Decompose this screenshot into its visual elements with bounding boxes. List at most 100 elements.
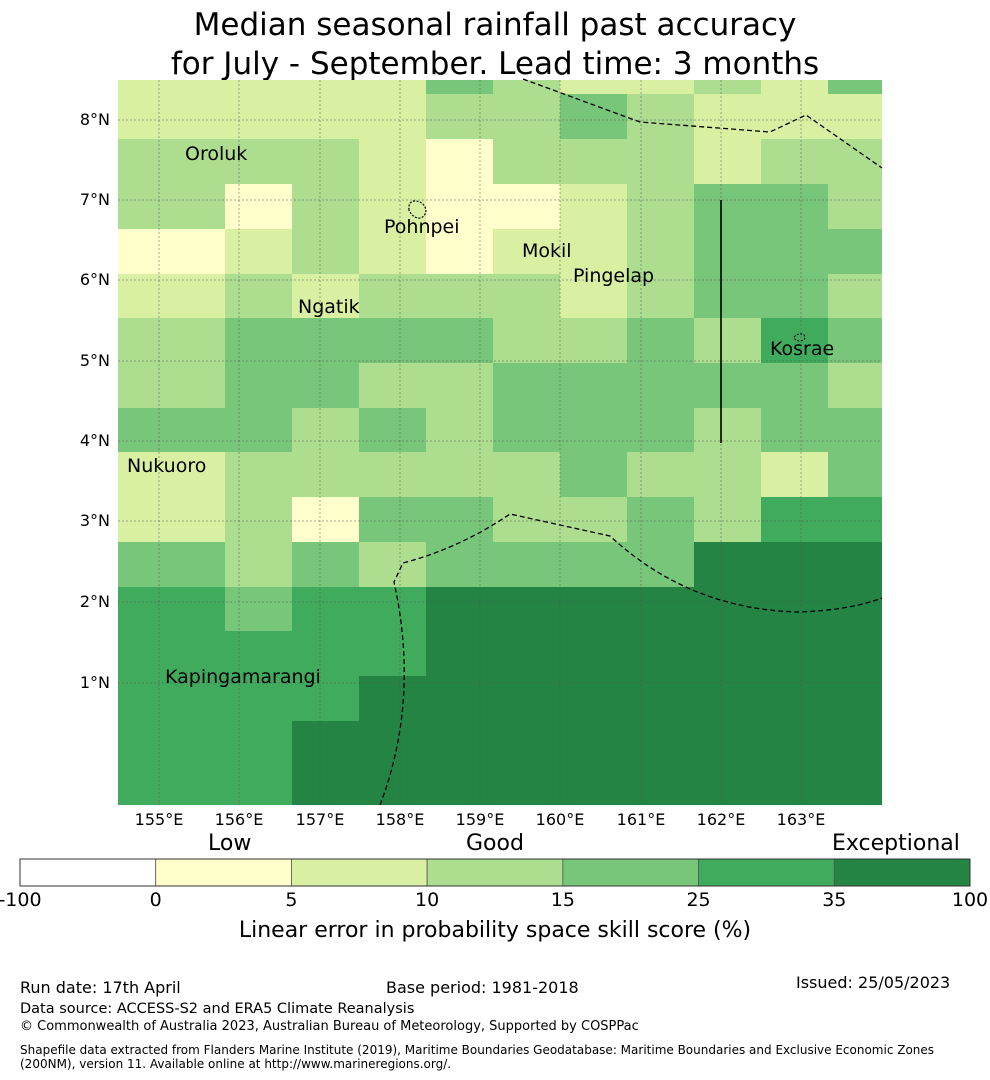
skill-cell: [118, 184, 158, 229]
skill-cell: [158, 766, 225, 805]
colorbar-segment: [698, 858, 835, 887]
title-line-2: for July - September. Lead time: 3 month…: [170, 46, 820, 82]
skill-cell: [627, 587, 694, 631]
lat-tick-label: 6°N: [79, 270, 110, 289]
skill-cell: [627, 184, 694, 229]
skill-cell: [359, 452, 426, 497]
skill-cell: [118, 274, 158, 318]
colorbar-segment: [426, 858, 564, 887]
skill-cell: [292, 274, 359, 318]
skill-cell: [118, 408, 158, 452]
skill-cell: [359, 139, 426, 184]
skill-cell: [359, 94, 426, 139]
skill-cell: [225, 542, 292, 587]
skill-cell: [158, 318, 225, 363]
skill-cell: [493, 80, 560, 94]
skill-cell: [158, 229, 225, 274]
colorbar-segment: [562, 858, 699, 887]
run-date: Run date: 17th April: [20, 978, 181, 997]
skill-cell: [292, 80, 359, 94]
skill-cell: [292, 139, 359, 184]
skill-cell: [225, 587, 292, 631]
lon-tick-label: 158°E: [375, 810, 425, 829]
skill-cell: [761, 229, 828, 274]
skill-cell: [627, 229, 694, 274]
skill-cell: [292, 766, 359, 805]
skill-cell: [828, 80, 882, 94]
skill-cell: [158, 274, 225, 318]
skill-cell: [158, 408, 225, 452]
skill-cell: [560, 676, 627, 721]
skill-cell: [761, 139, 828, 184]
skill-cell: [694, 587, 761, 631]
data-source: Data source: ACCESS-S2 and ERA5 Climate …: [20, 1001, 415, 1017]
skill-cell: [426, 229, 493, 274]
skill-cell: [359, 318, 426, 363]
base-period: Base period: 1981-2018: [386, 978, 579, 997]
skill-cell: [158, 139, 225, 184]
skill-cell: [761, 587, 828, 631]
skill-cell: [225, 408, 292, 452]
place-label: Pohnpei: [384, 216, 460, 238]
skill-cell: [560, 94, 627, 139]
skill-cell: [225, 766, 292, 805]
skill-cell: [118, 139, 158, 184]
skill-cell: [694, 631, 761, 676]
skill-cell: [493, 94, 560, 139]
skill-cell: [560, 631, 627, 676]
skill-cell: [493, 542, 560, 587]
skill-cell: [627, 497, 694, 542]
skill-cell: [292, 408, 359, 452]
skill-cell: [761, 542, 828, 587]
skill-cell: [560, 184, 627, 229]
colorbar-tick-label: 0: [149, 889, 162, 911]
skill-cell: [359, 184, 426, 229]
skill-cell: [426, 184, 493, 229]
skill-cell: [828, 94, 882, 139]
colorbar-title: Linear error in probability space skill …: [238, 918, 752, 943]
skill-cell: [225, 229, 292, 274]
lon-tick-label: 160°E: [535, 810, 585, 829]
skill-cell: [158, 452, 225, 497]
skill-cell: [118, 631, 158, 676]
skill-cell: [426, 676, 493, 721]
lat-tick-label: 3°N: [79, 511, 110, 530]
skill-cell: [118, 94, 158, 139]
skill-cell: [560, 452, 627, 497]
skill-cell: [761, 274, 828, 318]
skill-cell: [761, 184, 828, 229]
category-exceptional: Exceptional: [832, 831, 960, 856]
skill-cell: [158, 80, 225, 94]
skill-cell: [158, 631, 225, 676]
skill-cell: [225, 318, 292, 363]
skill-cell: [426, 721, 493, 766]
lon-tick-label: 159°E: [455, 810, 505, 829]
skill-cell: [694, 542, 761, 587]
skill-cell: [225, 452, 292, 497]
skill-cell: [426, 766, 493, 805]
skill-cell: [118, 721, 158, 766]
eez-boundaries: [379, 78, 883, 806]
skill-cell: [828, 766, 882, 805]
skill-cell: [828, 184, 882, 229]
lat-tick-label: 8°N: [79, 110, 110, 129]
skill-cell: [761, 676, 828, 721]
skill-cell: [225, 631, 292, 676]
skill-cell: [493, 497, 560, 542]
skill-cell: [118, 80, 158, 94]
skill-cell: [158, 94, 225, 139]
skill-cell: [493, 184, 560, 229]
eez-boundary-south-arc: [379, 513, 883, 806]
skill-cell: [761, 318, 828, 363]
skill-cell: [560, 139, 627, 184]
skill-cell: [828, 497, 882, 542]
lat-tick-label: 2°N: [79, 592, 110, 611]
skill-cell: [158, 721, 225, 766]
colorbar-segment: [155, 858, 292, 887]
skill-cell: [118, 229, 158, 274]
skill-cell: [694, 318, 761, 363]
skill-cell: [359, 542, 426, 587]
lat-tick-label: 5°N: [79, 351, 110, 370]
skill-cell: [292, 542, 359, 587]
